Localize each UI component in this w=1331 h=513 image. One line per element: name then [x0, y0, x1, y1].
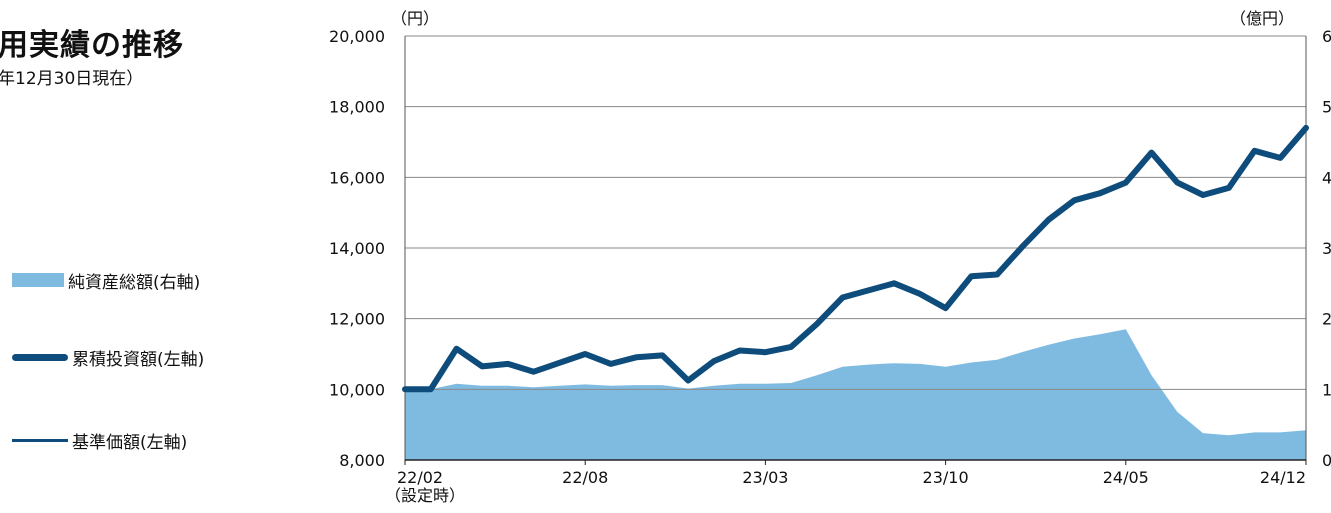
left-axis-tick-label: 8,000 [339, 451, 385, 470]
legend-item-cumulative: 累積投資額(左軸) [12, 345, 205, 370]
legend-label-cumulative: 累積投資額(左軸) [72, 349, 205, 370]
legend-swatch-thin-line [12, 438, 68, 442]
right-axis-tick-label: 1 [1322, 380, 1331, 399]
chart-title: 用実績の推移 [0, 28, 184, 63]
right-axis-tick-label: 3 [1322, 239, 1331, 258]
legend-label-net-assets: 純資産総額(右軸) [68, 272, 201, 293]
left-axis-tick-label: 10,000 [329, 380, 385, 399]
right-axis-tick-label: 6 [1322, 27, 1331, 46]
legend-swatch-area [12, 273, 64, 287]
x-tick-sublabel: （設定時） [385, 486, 465, 505]
left-axis-tick-label: 20,000 [329, 27, 385, 46]
legend-label-nav: 基準価額(左軸) [72, 432, 188, 453]
net-assets-area [405, 329, 1306, 460]
left-axis-tick-label: 12,000 [329, 310, 385, 329]
x-tick-label: 24/05 [1103, 468, 1149, 487]
right-axis-tick-label: 2 [1322, 310, 1331, 329]
legend-item-nav: 基準価額(左軸) [12, 428, 188, 453]
left-axis-tick-label: 16,000 [329, 168, 385, 187]
cumulative-investment-line [402, 124, 1309, 393]
x-tick-label: 23/03 [742, 468, 788, 487]
legend-item-net-assets: 純資産総額(右軸) [12, 268, 201, 293]
x-tick-label: 24/12 [1260, 468, 1306, 487]
x-tick-label: 22/02 [397, 468, 443, 487]
left-axis-tick-label: 18,000 [329, 98, 385, 117]
right-axis-unit: （億円） [1230, 9, 1294, 28]
right-axis-tick-label: 5 [1322, 98, 1331, 117]
chart-subtitle: 年12月30日現在） [0, 69, 144, 89]
x-tick-label: 23/10 [923, 468, 969, 487]
legend-swatch-thick-line [12, 353, 68, 361]
right-axis-tick-label: 4 [1322, 168, 1331, 187]
right-axis-tick-label: 0 [1322, 451, 1331, 470]
left-axis-unit: （円） [391, 9, 439, 28]
x-tick-label: 22/08 [562, 468, 608, 487]
left-axis-tick-label: 14,000 [329, 239, 385, 258]
